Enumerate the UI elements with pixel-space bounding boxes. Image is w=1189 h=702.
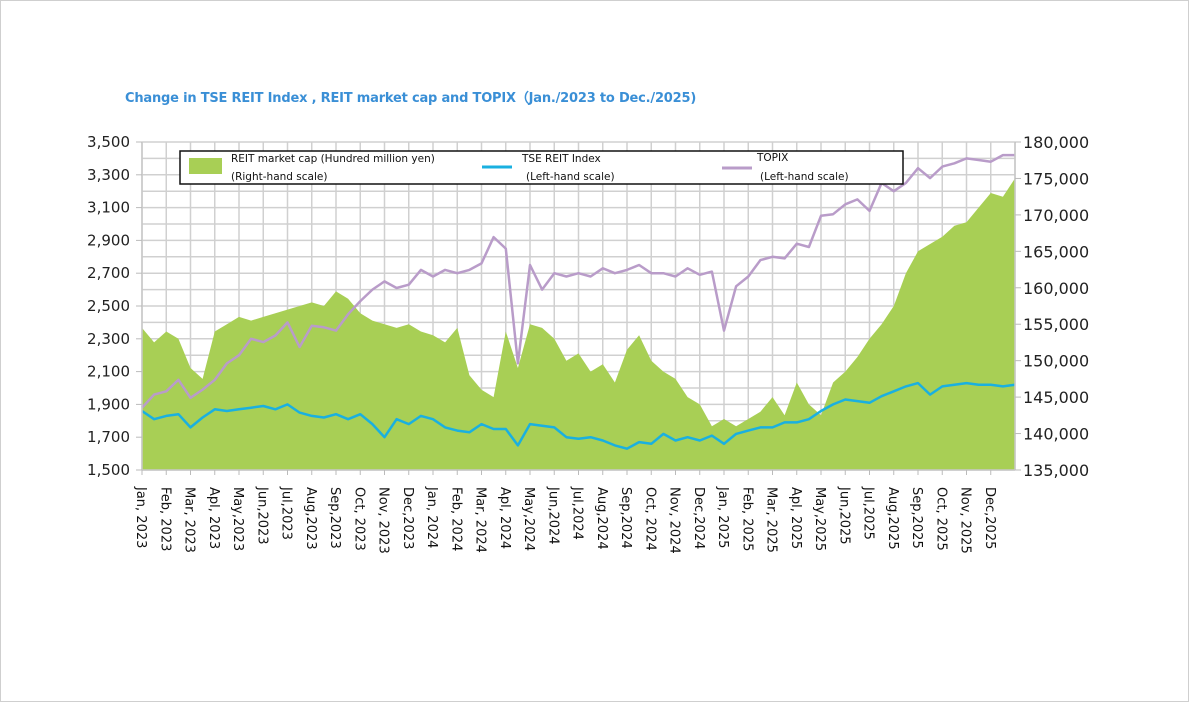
- x-tick-label: Oct, 2024: [642, 487, 657, 551]
- x-tick-label: Jun,2024: [545, 486, 560, 545]
- chart-title: Change in TSE REIT Index , REIT market c…: [125, 91, 697, 106]
- x-tick-label: Dec,2024: [691, 487, 706, 549]
- y-right-tick-label: 165,000: [1023, 242, 1089, 261]
- y-left-tick-label: 3,300: [87, 166, 130, 184]
- x-tick-label: May,2023: [230, 487, 245, 551]
- x-tick-label: Dec,2025: [982, 487, 997, 549]
- y-right-tick-label: 180,000: [1023, 133, 1089, 152]
- y-right-tick-label: 150,000: [1023, 352, 1089, 371]
- y-right-tick-label: 170,000: [1023, 206, 1089, 225]
- x-tick-label: Feb, 2024: [448, 487, 463, 551]
- y-right-tick-label: 160,000: [1023, 279, 1089, 298]
- x-tick-label: Apl, 2024: [497, 487, 512, 549]
- x-tick-label: Mar, 2024: [473, 487, 488, 553]
- y-left-tick-label: 2,900: [87, 231, 130, 249]
- x-tick-label: Aug,2023: [303, 487, 318, 550]
- x-tick-label: Dec,2023: [400, 487, 415, 549]
- y-left-tick-label: 2,100: [87, 363, 130, 381]
- x-tick-label: Apl, 2025: [788, 487, 803, 549]
- y-left-tick-label: 3,500: [87, 133, 130, 151]
- x-tick-label: Jan, 2025: [715, 486, 730, 548]
- x-tick-label: Nov, 2023: [376, 487, 391, 554]
- legend-sublabel-reit-index: (Left-hand scale): [526, 171, 615, 183]
- x-tick-label: Nov, 2025: [958, 487, 973, 554]
- x-tick-label: Jul,2024: [570, 486, 585, 540]
- axes: 1,500 1,700 1,900 2,100 2,300 2,500 2,700 2,900…: [87, 133, 1089, 554]
- y-right-tick-label: 140,000: [1023, 425, 1089, 444]
- legend-sublabel-market-cap: (Right-hand scale): [231, 171, 327, 183]
- x-tick-label: Apl, 2023: [206, 487, 221, 549]
- y-right-tick-label: 135,000: [1023, 461, 1089, 480]
- legend-label-reit-index: TSE REIT Index: [521, 153, 601, 165]
- x-tick-label: Jun,2025: [836, 486, 851, 545]
- y-left-tick-label: 1,700: [87, 428, 130, 446]
- x-tick-label: Jul,2023: [279, 486, 294, 540]
- y-right-tick-label: 175,000: [1023, 169, 1089, 188]
- y-right-tick-label: 145,000: [1023, 388, 1089, 407]
- x-tick-label: Jan, 2023: [133, 486, 148, 548]
- legend-box: [179, 150, 904, 185]
- y-left-tick-label: 2,700: [87, 264, 130, 282]
- y-left-tick-label: 1,500: [87, 461, 130, 479]
- y-left-tick-label: 2,500: [87, 297, 130, 315]
- x-tick-label: Aug,2025: [885, 487, 900, 550]
- y-left-tick-label: 1,900: [87, 395, 130, 413]
- x-tick-label: Jan, 2024: [424, 486, 439, 548]
- legend: REIT market cap (Hundred million yen) (R…: [179, 150, 904, 185]
- y-left-tick-label: 3,100: [87, 199, 130, 217]
- x-tick-label: Sep,2023: [327, 487, 342, 549]
- x-tick-label: Aug,2024: [594, 487, 609, 550]
- legend-sublabel-topix: (Left-hand scale): [760, 171, 849, 183]
- x-tick-label: Jun,2023: [254, 486, 269, 545]
- x-tick-label: May,2024: [521, 487, 536, 551]
- x-tick-label: Mar, 2025: [764, 487, 779, 553]
- x-tick-label: Sep,2024: [618, 487, 633, 549]
- y-right-tick-label: 155,000: [1023, 315, 1089, 334]
- x-tick-label: Nov, 2024: [667, 487, 682, 554]
- legend-label-market-cap: REIT market cap (Hundred million yen): [231, 153, 435, 165]
- market-cap-area-layer: [142, 178, 1015, 470]
- x-tick-label: Mar, 2023: [182, 487, 197, 553]
- x-tick-label: May,2025: [812, 487, 827, 551]
- x-tick-label: Oct, 2023: [351, 487, 366, 551]
- x-tick-label: Oct, 2025: [933, 487, 948, 551]
- x-tick-label: Feb, 2023: [157, 487, 172, 551]
- x-tick-label: Jul,2025: [861, 486, 876, 540]
- legend-swatch-market-cap: [189, 158, 222, 174]
- x-tick-label: Sep,2025: [909, 487, 924, 549]
- area-series-market-cap: [142, 178, 1015, 470]
- legend-label-topix: TOPIX: [756, 152, 788, 164]
- line-layer: [141, 153, 1016, 450]
- y-left-tick-label: 2,300: [87, 330, 130, 348]
- x-tick-label: Feb, 2025: [739, 487, 754, 551]
